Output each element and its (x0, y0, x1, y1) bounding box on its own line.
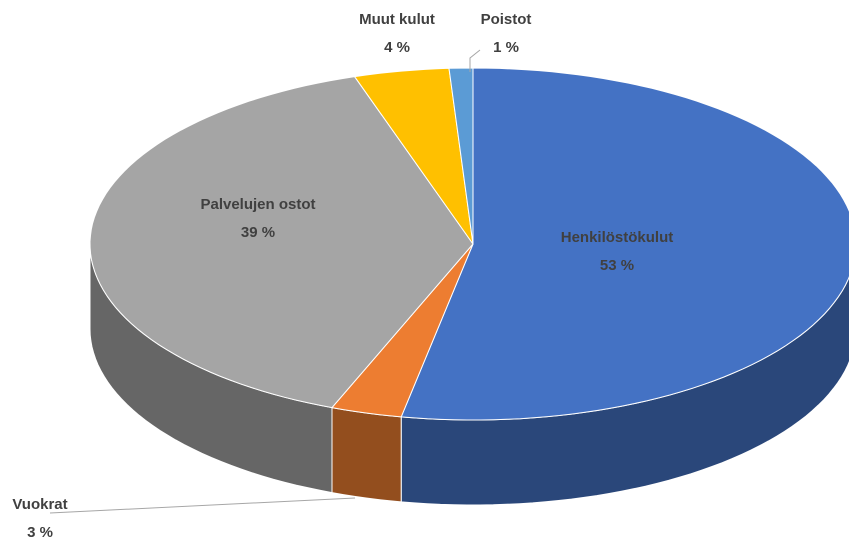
slice (448, 67, 474, 245)
slice-value-label: 4 % (384, 39, 410, 56)
slice-value-label: 1 % (493, 39, 519, 56)
slice-label: Poistot (481, 11, 532, 28)
slice (400, 67, 849, 421)
slice-value-label: 53 % (600, 257, 634, 274)
slice-value-label: 3 % (27, 524, 53, 541)
slice (353, 67, 474, 245)
slice (331, 243, 474, 418)
slice-label: Vuokrat (12, 496, 67, 513)
slice-label: Palvelujen ostot (200, 196, 315, 213)
slice (89, 76, 474, 409)
leader-line (49, 497, 356, 514)
slice-value-label: 39 % (241, 224, 275, 241)
slice-label: Muut kulut (359, 11, 435, 28)
leader-line (469, 49, 481, 72)
slice-label: Henkilöstökulut (561, 229, 674, 246)
slice-side (331, 407, 402, 503)
